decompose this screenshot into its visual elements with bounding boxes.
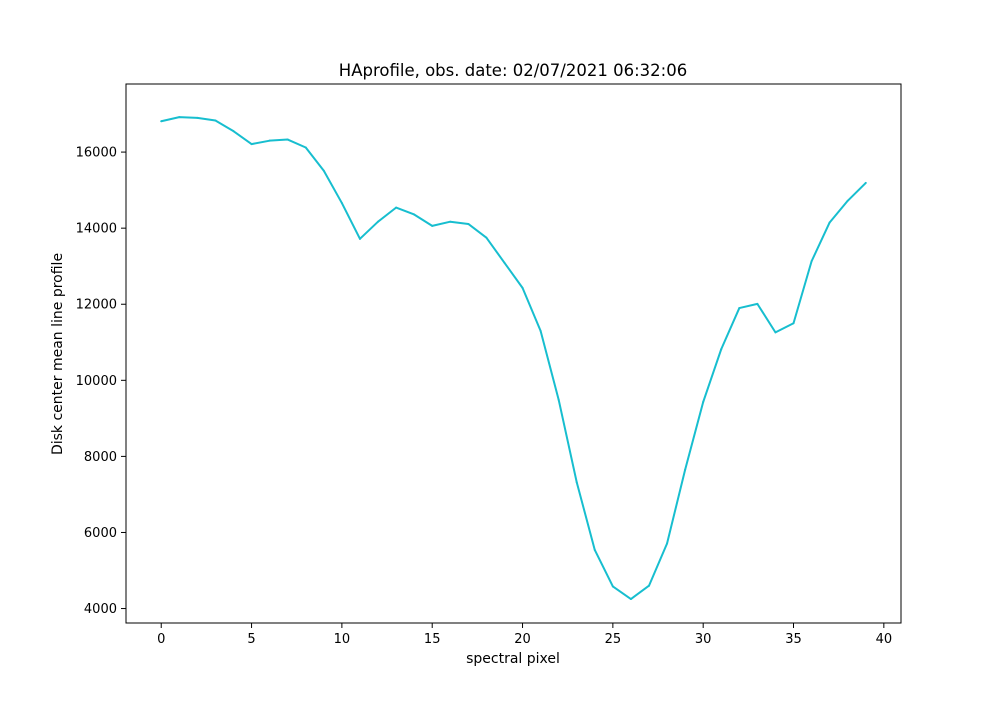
x-tick-label: 35 [785,632,802,647]
x-tick-label: 30 [695,632,712,647]
data-point [702,401,705,403]
data-point [774,331,777,334]
series-line [161,116,867,601]
data-point [250,143,253,146]
x-tick-label: 5 [247,632,255,647]
data-point [178,116,181,119]
data-point [449,220,452,223]
y-tick-label: 16000 [76,146,117,161]
data-point [485,236,488,239]
data-point [611,585,614,588]
y-tick-label: 4000 [84,602,117,617]
x-axis-label: spectral pixel [466,651,560,667]
data-point [629,598,632,601]
data-point [575,481,578,484]
axis-ticks: 0 5 10 15 20 25 30 35 40 4000 6000 8000 10000 12000 14… [76,146,892,647]
axes-frame [125,83,902,624]
data-point [864,181,867,184]
data-point [304,146,307,149]
data-point [684,468,687,471]
data-point [160,120,163,123]
x-tick-label: 40 [876,632,893,647]
y-tick-label: 10000 [76,374,117,389]
y-tick-label: 14000 [76,222,117,237]
data-point [340,202,343,205]
data-point [666,542,669,545]
data-point [196,116,199,119]
data-point [413,213,416,216]
y-tick-label: 12000 [76,298,117,313]
y-tick-label: 8000 [84,450,117,465]
data-point [467,222,470,225]
data-point [286,138,289,141]
data-point [557,398,560,401]
y-tick-label: 6000 [84,526,117,541]
x-tick-label: 25 [605,632,622,647]
x-tick-label: 15 [424,632,441,647]
data-point [521,286,524,289]
data-point [503,261,506,264]
data-point [322,169,325,172]
data-point [738,307,741,310]
data-point [232,130,235,133]
chart-title: HAprofile, obs. date: 02/07/2021 06:32:0… [339,61,687,80]
data-point [828,221,831,224]
data-point [756,302,759,305]
data-point [539,329,542,332]
x-tick-label: 10 [334,632,351,647]
data-point [720,348,723,351]
y-axis-label: Disk center mean line profile [50,253,66,455]
data-point [647,584,650,587]
data-point [377,220,380,223]
data-point [846,199,849,202]
x-tick-label: 20 [514,632,531,647]
data-point [810,260,813,263]
data-point [792,322,795,325]
data-point [214,119,217,122]
data-point [358,237,361,240]
data-point [431,224,434,227]
plot-area [160,116,867,601]
x-tick-label: 0 [157,632,165,647]
data-point [593,548,596,551]
data-point [268,139,271,142]
data-point [395,206,398,209]
